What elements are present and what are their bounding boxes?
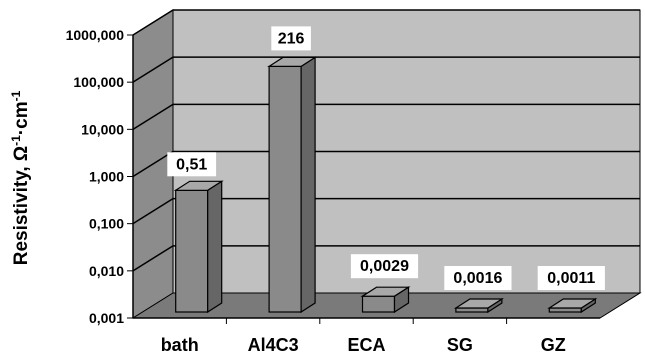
bar-top-Al4C3 xyxy=(267,56,318,67)
bar-bath xyxy=(175,189,209,313)
data-label-bath: 0,51 xyxy=(176,156,207,173)
data-label-bg xyxy=(537,266,605,290)
data-label-Al4C3: 216 xyxy=(278,30,305,47)
y-tick-label: 0,001 xyxy=(89,310,124,326)
y-tick-label: 1,000 xyxy=(89,169,124,185)
gridline xyxy=(132,56,640,83)
data-label-SG: 0,0016 xyxy=(453,270,502,287)
x-category-label: Al4C3 xyxy=(248,335,299,355)
bar-top-bath xyxy=(173,180,224,191)
y-tick-label: 0,100 xyxy=(89,216,124,232)
y-tick-label: 0,010 xyxy=(89,263,124,279)
bar-side-Al4C3 xyxy=(300,56,316,314)
gridline xyxy=(132,103,640,130)
x-category-label: bath xyxy=(161,335,199,355)
y-tick-label: 100,000 xyxy=(73,74,124,90)
x-category-label: GZ xyxy=(541,335,566,355)
bar-top-ECA xyxy=(360,286,411,297)
gridline xyxy=(132,245,640,272)
bar-Al4C3 xyxy=(268,65,302,313)
x-category-label: SG xyxy=(447,335,473,355)
y-tick-label: 1000,000 xyxy=(66,27,125,43)
data-label-bg xyxy=(271,26,311,51)
y-axis-label: Resistivity, Ω-1·cm-1 xyxy=(9,90,32,265)
data-label-ECA: 0,0029 xyxy=(360,258,409,275)
y-tick-label: 10,000 xyxy=(81,121,124,137)
data-label-bg xyxy=(167,152,217,177)
gridline xyxy=(132,9,640,36)
data-label-bg xyxy=(350,254,419,279)
x-category-label: ECA xyxy=(347,335,385,355)
bar-side-bath xyxy=(207,180,223,314)
bar-ECA xyxy=(361,295,396,313)
data-label-GZ: 0,0011 xyxy=(547,270,595,287)
data-label-bg xyxy=(444,266,512,290)
bar-top-GZ xyxy=(547,298,598,309)
bar-top-SG xyxy=(453,298,504,309)
gridline xyxy=(132,197,640,225)
gridline xyxy=(132,150,640,178)
